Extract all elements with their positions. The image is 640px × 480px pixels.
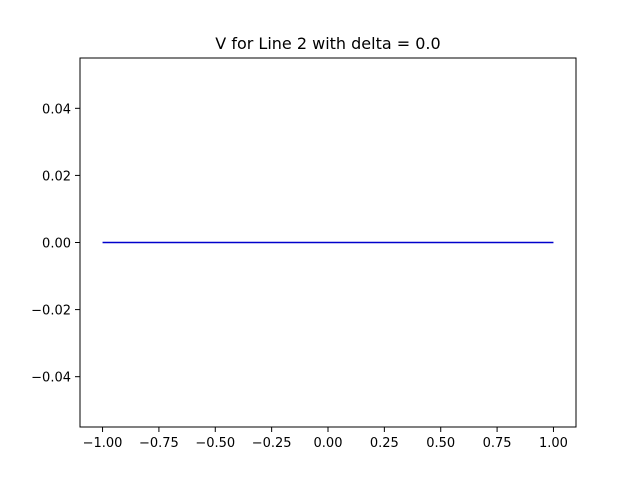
x-tick-label: −0.25 [252, 436, 292, 451]
axes-frame [79, 57, 577, 428]
chart-title: V for Line 2 with delta = 0.0 [215, 34, 440, 53]
x-tick-label: 0.00 [314, 436, 343, 451]
y-tick-label: 0.00 [42, 237, 71, 252]
x-axis: −1.00 −0.75 −0.50 −0.25 0.00 0.25 0.50 0.75 1.00 [83, 427, 568, 451]
x-tick-label: −0.50 [195, 436, 235, 451]
y-tick-label: 0.04 [42, 102, 71, 117]
y-tick-label: −0.02 [31, 304, 71, 319]
y-axis: −0.04 −0.02 0.00 0.02 0.04 [31, 102, 80, 386]
x-tick-label: 0.25 [370, 436, 399, 451]
y-tick-label: −0.04 [31, 371, 71, 386]
x-tick-label: 1.00 [539, 436, 568, 451]
x-tick-label: 0.50 [426, 436, 455, 451]
x-tick-label: −1.00 [83, 436, 123, 451]
x-tick-label: −0.75 [139, 436, 179, 451]
y-tick-label: 0.02 [42, 169, 71, 184]
x-tick-label: 0.75 [483, 436, 512, 451]
